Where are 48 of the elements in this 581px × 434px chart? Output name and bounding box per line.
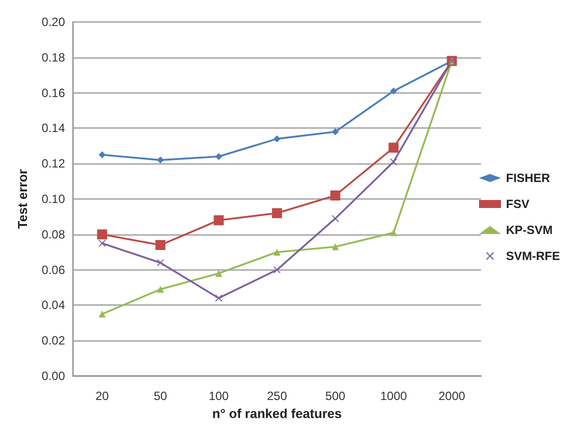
point: [272, 208, 282, 218]
point: [98, 240, 106, 247]
point: [156, 156, 164, 164]
point: [330, 190, 340, 200]
point: [390, 229, 398, 236]
y-tick-label: 0.06: [42, 262, 66, 277]
legend-label: SVM-RFE: [506, 249, 560, 263]
x-tick-label: 1000: [380, 389, 408, 403]
point: [215, 270, 222, 277]
legend-label: FSV: [506, 197, 530, 211]
point: [97, 229, 108, 240]
point: [155, 240, 166, 250]
y-tick-label: 0.18: [42, 50, 66, 64]
x-tick-label: 100: [208, 389, 230, 403]
y-tick-label: 0.20: [42, 15, 66, 29]
point: [390, 158, 398, 166]
x-tick-label: 500: [325, 389, 346, 403]
point: [215, 153, 222, 160]
point: [98, 151, 106, 158]
y-tick-label: 0.10: [42, 192, 66, 206]
point: [388, 142, 399, 153]
y-axis-title: Test error: [15, 169, 30, 229]
y-tick-label: 0.14: [42, 121, 66, 136]
point: [332, 128, 339, 136]
x-axis-title: n° of ranked features: [212, 406, 342, 421]
y-tick-label: 0.16: [42, 86, 66, 100]
point: [214, 215, 224, 226]
point: [156, 286, 164, 293]
legend-label: FISHER: [506, 171, 550, 185]
point: [332, 243, 339, 250]
legend-label: KP-SVM: [506, 223, 553, 237]
point: [98, 310, 106, 318]
point: [390, 88, 398, 95]
point: [156, 259, 164, 266]
x-tick-label: 20: [95, 389, 110, 403]
y-tick-label: 0.12: [42, 156, 66, 171]
y-tick-label: 0.02: [42, 334, 66, 348]
point: [274, 135, 280, 142]
y-tick-label: 0.00: [42, 369, 66, 383]
point: [215, 294, 222, 302]
point: [274, 248, 280, 256]
x-tick-label: 2000: [438, 389, 466, 403]
point: [332, 214, 339, 222]
y-tick-label: 0.08: [42, 227, 66, 242]
point: [274, 266, 280, 274]
x-tick-label: 50: [154, 389, 168, 403]
x-tick-label: 250: [266, 389, 288, 403]
y-tick-label: 0.04: [42, 298, 66, 312]
